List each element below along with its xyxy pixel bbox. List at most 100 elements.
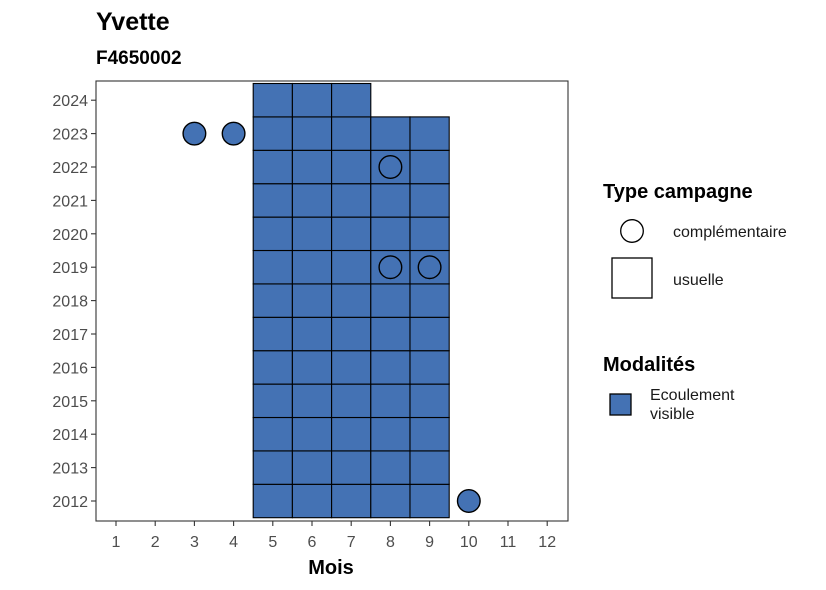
- tile-2018-8: [370, 283, 411, 318]
- tile-2014-9: [409, 416, 450, 452]
- y-tick-label-2020: 2020: [52, 227, 88, 244]
- tile-2021-6: [291, 183, 333, 218]
- tile-2021-9: [409, 183, 450, 218]
- x-tick-label-8: 8: [386, 534, 395, 551]
- tile-2015-5: [252, 383, 293, 419]
- tile-2022-6: [291, 149, 333, 185]
- tile-2015-7: [331, 383, 372, 419]
- tile-2018-5: [252, 283, 293, 318]
- tile-2017-9: [409, 316, 450, 352]
- point-2012-10: [456, 489, 481, 514]
- y-tick-label-2017: 2017: [52, 327, 88, 344]
- legend-label-complementaire: complémentaire: [673, 224, 787, 241]
- legend-label-usuelle: usuelle: [673, 272, 724, 289]
- tile-2016-8: [370, 350, 411, 385]
- tile-2016-5: [252, 350, 293, 385]
- tile-2020-6: [291, 216, 333, 252]
- tile-2014-6: [291, 416, 333, 452]
- tile-2014-8: [370, 416, 411, 452]
- plot-marks: [95, 80, 569, 522]
- chart-subtitle: F4650002: [96, 48, 182, 69]
- tile-2020-7: [331, 216, 372, 252]
- tile-2012-9: [409, 483, 450, 519]
- tile-2012-5: [252, 483, 293, 519]
- tile-2024-6: [291, 82, 333, 118]
- tile-2018-7: [331, 283, 372, 318]
- tile-2013-5: [252, 450, 293, 485]
- axes: 1 2 3 4 5 6 7 8 9 10 11 122012201320142015201620172…: [52, 93, 556, 551]
- tile-2020-8: [370, 216, 411, 252]
- tile-2021-5: [252, 183, 293, 218]
- y-tick-label-2012: 2012: [52, 494, 88, 511]
- point-2019-8: [378, 255, 403, 280]
- tile-2021-8: [370, 183, 411, 218]
- point-2019-9: [417, 255, 442, 280]
- tile-2012-7: [331, 483, 372, 519]
- y-tick-label-2015: 2015: [52, 394, 88, 411]
- tile-2014-7: [331, 416, 372, 452]
- point-2023-3: [182, 121, 207, 146]
- tile-2021-7: [331, 183, 372, 218]
- point-2022-8: [378, 154, 403, 179]
- tile-2012-6: [291, 483, 333, 519]
- tile-2023-5: [252, 116, 293, 151]
- legend-label-line-1: Ecoulement: [650, 387, 735, 404]
- legend-title-type: Type campagne: [603, 181, 753, 203]
- tile-2020-5: [252, 216, 293, 252]
- x-tick-label-7: 7: [347, 534, 356, 551]
- x-tick-label-1: 1: [112, 534, 121, 551]
- tile-2022-7: [331, 149, 372, 185]
- legend-key-complementaire: [620, 219, 644, 243]
- tile-2017-5: [252, 316, 293, 352]
- x-tick-label-3: 3: [190, 534, 199, 551]
- y-tick-label-2016: 2016: [52, 360, 88, 377]
- tile-2016-6: [291, 350, 333, 385]
- x-axis-title: Mois: [308, 557, 354, 579]
- tile-2019-5: [252, 249, 293, 285]
- tile-2015-6: [291, 383, 333, 419]
- tile-2017-7: [331, 316, 372, 352]
- tile-2018-9: [409, 283, 450, 318]
- tile-2023-9: [409, 116, 450, 151]
- y-tick-label-2014: 2014: [52, 427, 88, 444]
- legend: Type campagne complémentaire usuelle Modali…: [603, 181, 787, 423]
- tile-2015-9: [409, 383, 450, 419]
- tile-2013-7: [331, 450, 372, 485]
- tile-2016-9: [409, 350, 450, 385]
- x-tick-label-4: 4: [229, 534, 238, 551]
- x-tick-label-12: 12: [538, 534, 556, 551]
- x-tick-label-10: 10: [460, 534, 478, 551]
- tile-2015-8: [370, 383, 411, 419]
- x-tick-label-2: 2: [151, 534, 160, 551]
- tile-2013-8: [370, 450, 411, 485]
- tile-2020-9: [409, 216, 450, 252]
- y-tick-label-2024: 2024: [52, 93, 88, 110]
- tile-2023-6: [291, 116, 333, 151]
- legend-key-ecoulement-visible: [609, 393, 632, 416]
- x-tick-label-11: 11: [500, 534, 517, 551]
- tile-2023-8: [370, 116, 411, 151]
- tile-2018-6: [291, 283, 333, 318]
- chart-title: Yvette: [96, 8, 170, 36]
- tile-2019-6: [291, 249, 333, 285]
- tile-2013-6: [291, 450, 333, 485]
- point-2023-4: [221, 121, 246, 146]
- y-tick-label-2013: 2013: [52, 461, 88, 478]
- y-tick-label-2023: 2023: [52, 127, 88, 144]
- tile-2014-5: [252, 416, 293, 452]
- x-tick-label-5: 5: [268, 534, 277, 551]
- y-tick-label-2021: 2021: [52, 193, 88, 210]
- x-tick-label-6: 6: [308, 534, 317, 551]
- x-tick-label-9: 9: [425, 534, 434, 551]
- tile-2017-6: [291, 316, 333, 352]
- tile-2023-7: [331, 116, 372, 151]
- legend-label-line-2: visible: [650, 406, 695, 423]
- tile-2012-8: [370, 483, 411, 519]
- y-tick-label-2022: 2022: [52, 160, 88, 177]
- tile-2024-7: [331, 82, 372, 118]
- tile-2024-5: [252, 82, 293, 118]
- y-tick-label-2019: 2019: [52, 260, 88, 277]
- tile-2022-9: [409, 149, 450, 185]
- tile-2022-5: [252, 149, 293, 185]
